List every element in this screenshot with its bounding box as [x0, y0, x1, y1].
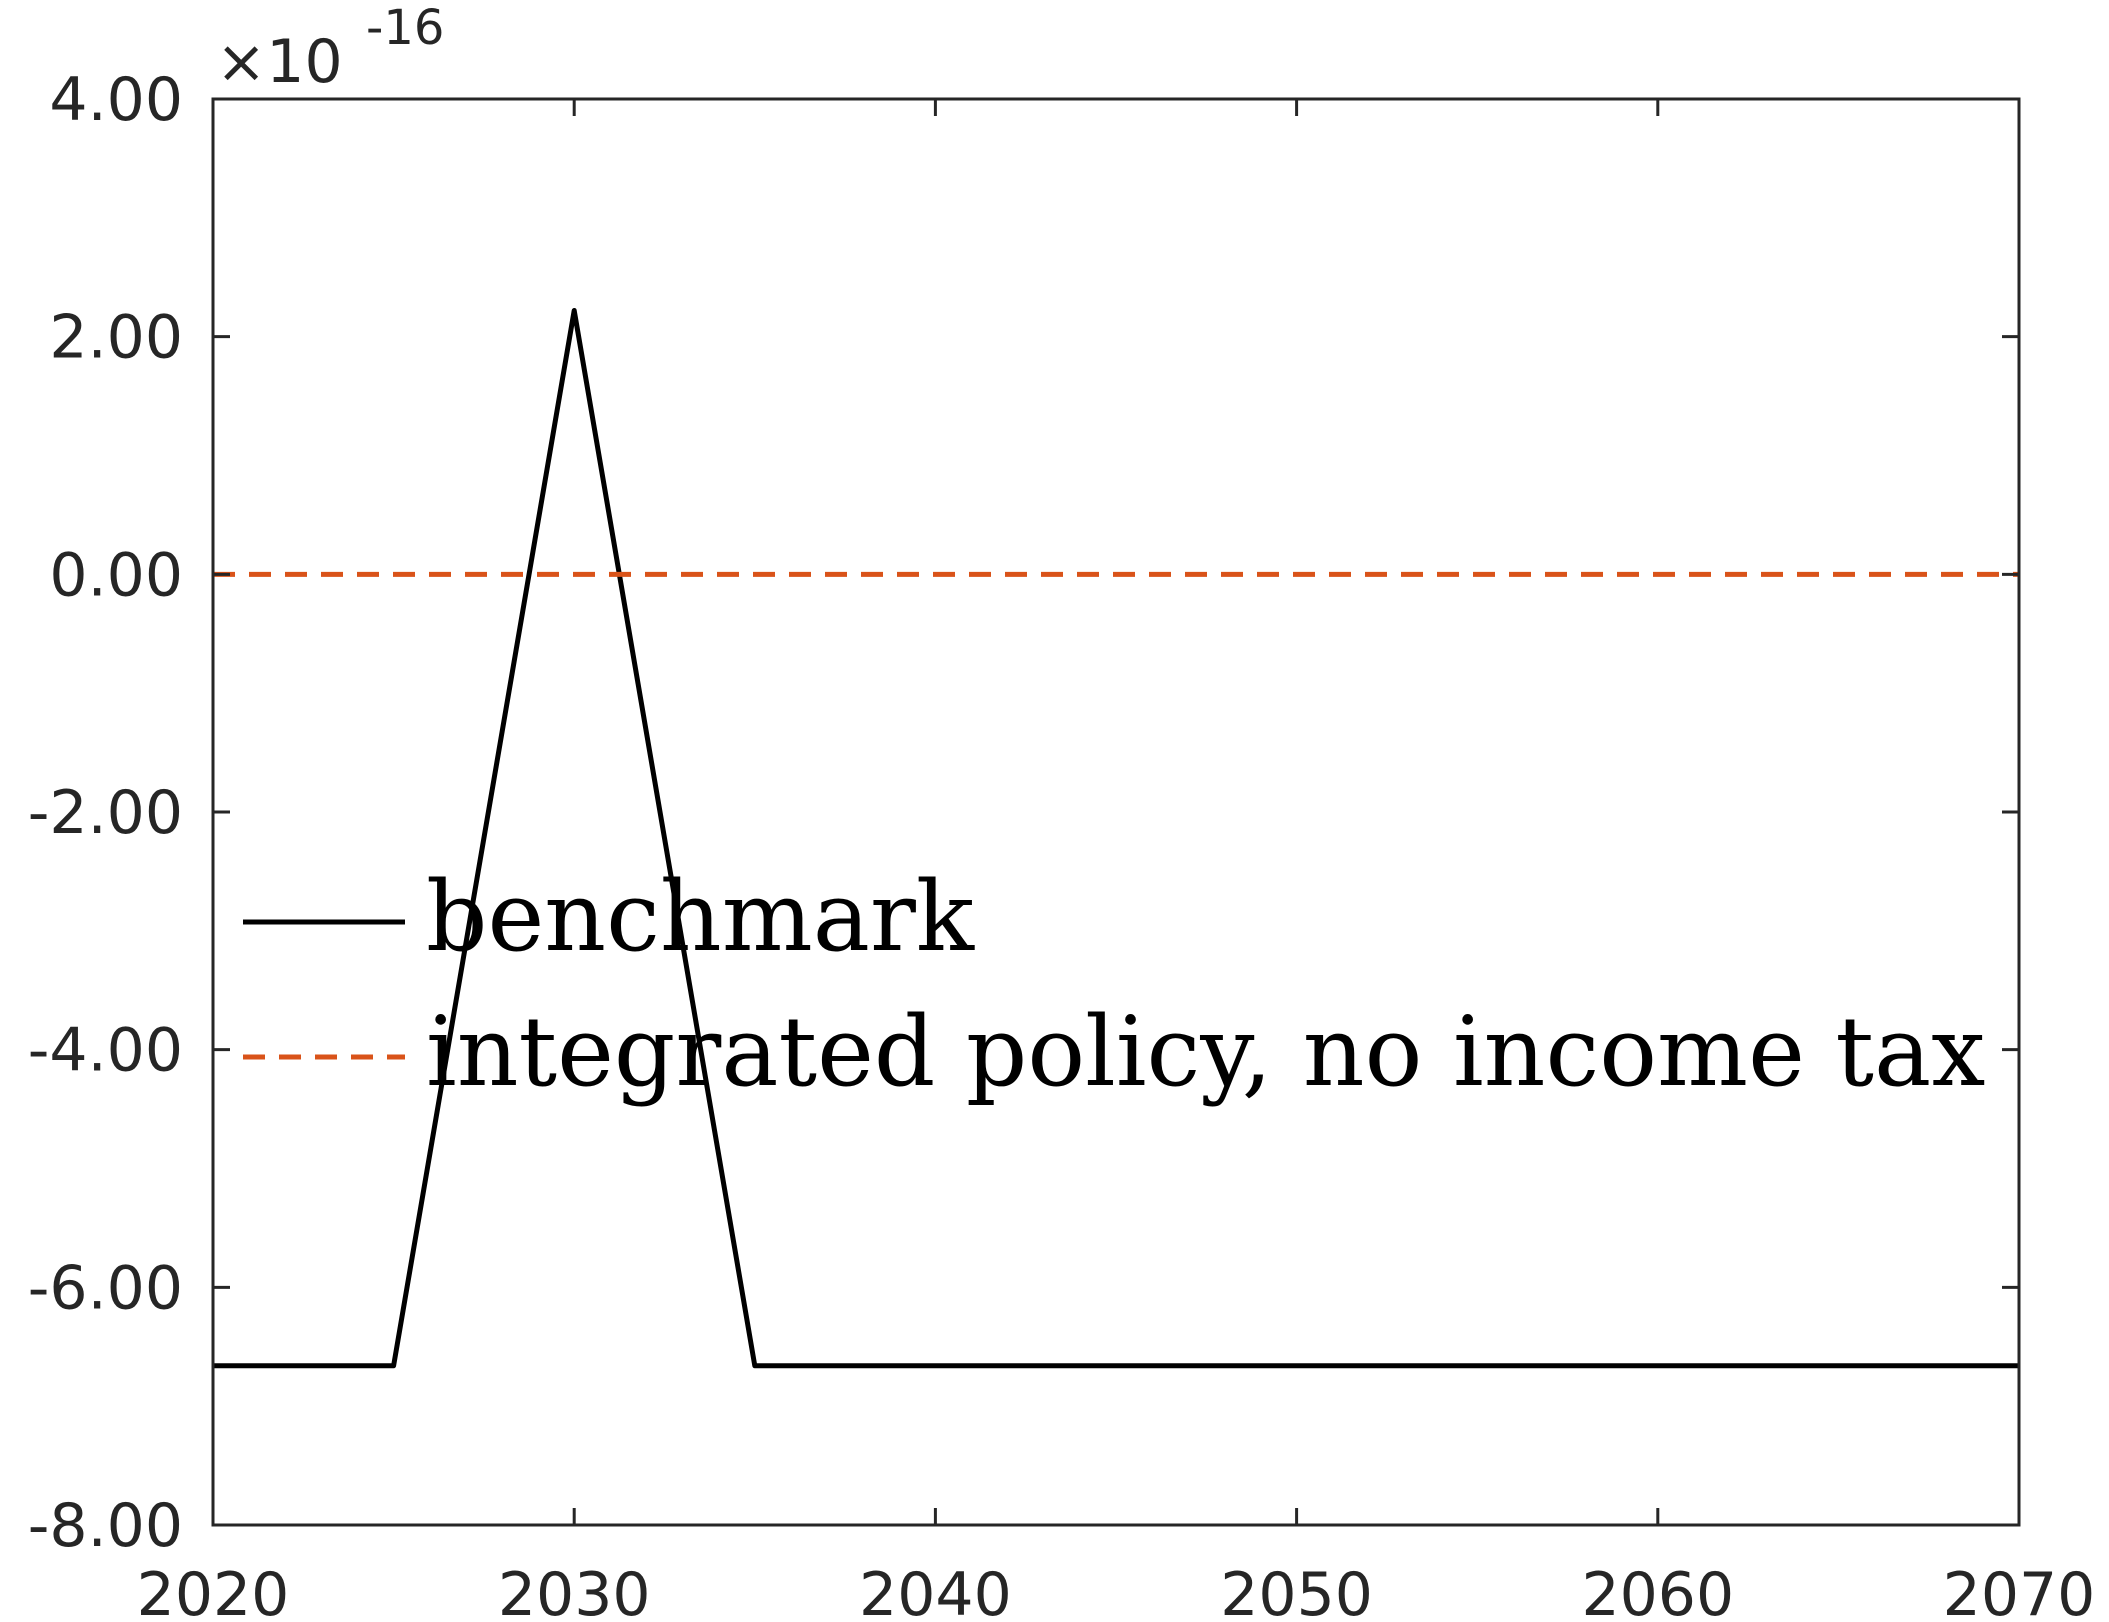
y-tick-label: -4.00 — [28, 1016, 183, 1086]
series-layer — [213, 308, 2019, 1369]
y-tick-label: -2.00 — [28, 778, 183, 848]
x-tick-label: 2020 — [137, 1560, 290, 1622]
x-tick-label: 2040 — [859, 1560, 1012, 1622]
y-tick-label: 0.00 — [49, 540, 183, 610]
axes-box — [211, 97, 2021, 1527]
y-tick-label: -8.00 — [28, 1491, 183, 1561]
x-tick-label: 2070 — [1943, 1560, 2096, 1622]
legend: benchmark integrated policy, no income ta… — [243, 861, 1985, 1108]
x-tick-label: 2030 — [498, 1560, 651, 1622]
y-exponent-label: ×10 -16 — [216, 0, 444, 97]
series-line-0 — [213, 308, 2019, 1369]
y-exponent-power: -16 — [366, 0, 444, 56]
y-exponent-base: ×10 — [216, 27, 343, 97]
legend-label-0: benchmark — [426, 861, 975, 973]
y-tick-label: 4.00 — [49, 65, 183, 135]
y-tick-label: -6.00 — [28, 1253, 183, 1323]
x-tick-label: 2060 — [1581, 1560, 1734, 1622]
x-tick-label: 2050 — [1220, 1560, 1373, 1622]
legend-label-1: integrated policy, no income tax — [426, 996, 1985, 1108]
ticks-layer: 2020 2030 2040 2050 2060 2070 -8.00 -6.00 -4.00 -… — [28, 65, 2096, 1622]
y-tick-label: 2.00 — [49, 303, 183, 373]
